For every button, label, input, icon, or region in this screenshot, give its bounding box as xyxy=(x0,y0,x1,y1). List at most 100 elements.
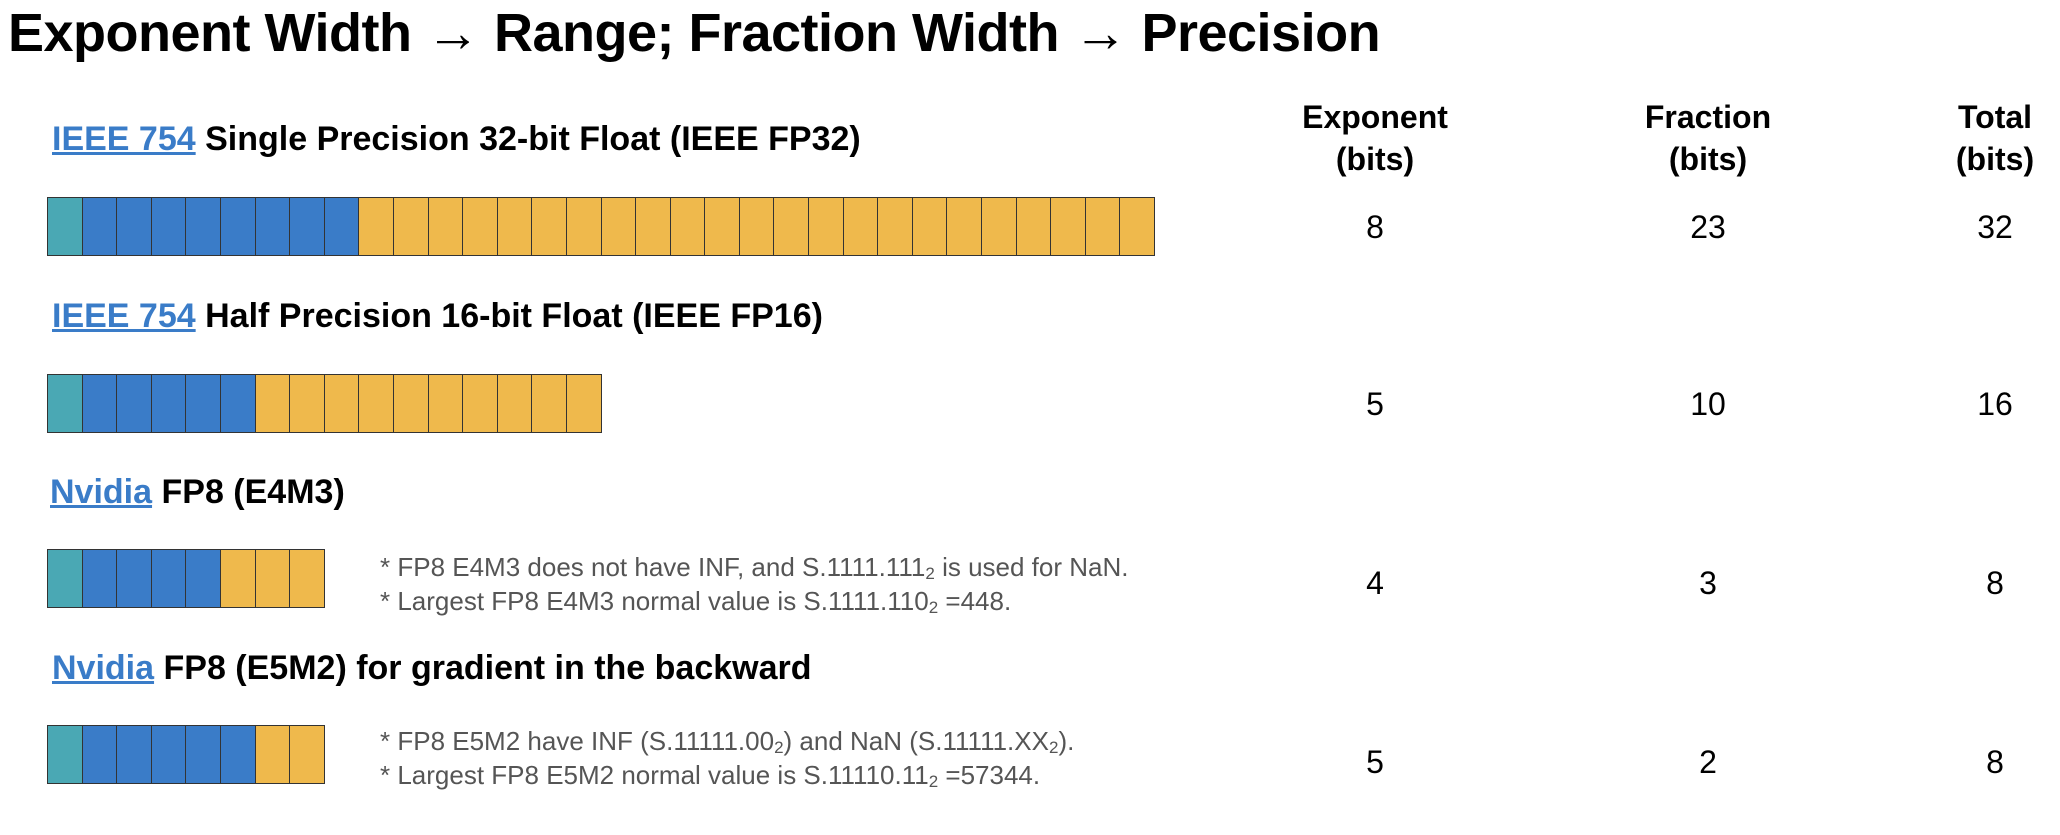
fp16-name: Half Precision 16-bit Float (IEEE FP16) xyxy=(205,297,823,335)
fraction-bit xyxy=(947,198,983,255)
base-subscript: 2 xyxy=(925,564,935,583)
fraction-bit xyxy=(843,198,879,255)
fp8-e5m2-title: Nvidia FP8 (E5M2) for gradient in the ba… xyxy=(52,647,812,689)
fp32-fraction-bits: 23 xyxy=(1690,209,1726,245)
fraction-bit xyxy=(359,375,394,432)
exponent-bit xyxy=(117,198,152,255)
fp8-e5m2-note-1: * FP8 E5M2 have INF (S.11111.002) and Na… xyxy=(380,724,1074,765)
fraction-bit xyxy=(290,550,325,607)
note-text: ) and NaN (S.11111.XX xyxy=(783,726,1049,756)
total-header-line1: Total xyxy=(1957,99,2033,135)
note-text: * FP8 E5M2 have INF (S.11111.00 xyxy=(380,726,775,756)
exponent-bit xyxy=(82,726,118,783)
exponent-bit xyxy=(117,726,152,783)
fp8-e5m2-exponent-bits: 5 xyxy=(1366,744,1384,780)
fp8-e4m3-name: FP8 (E4M3) xyxy=(161,473,345,511)
fraction-bit xyxy=(532,198,567,255)
exponent-bit xyxy=(117,550,152,607)
note-text: ). xyxy=(1058,726,1075,756)
exponent-column-header: Exponent (bits) xyxy=(1265,96,1485,180)
exponent-bit xyxy=(220,375,256,432)
fraction-bit xyxy=(705,198,740,255)
exponent-bit xyxy=(186,375,221,432)
fraction-header-line2: (bits) xyxy=(1668,141,1748,177)
fraction-bit xyxy=(255,375,291,432)
fp16-total-bits: 16 xyxy=(1977,386,2013,422)
fp8-e5m2-total-bits: 8 xyxy=(1986,744,2004,780)
fp8-e5m2-note-2: * Largest FP8 E5M2 normal value is S.111… xyxy=(380,758,1040,799)
exponent-bit xyxy=(186,726,221,783)
sign-bit xyxy=(48,726,83,783)
fraction-bit xyxy=(255,550,291,607)
fraction-bit xyxy=(670,198,706,255)
fraction-bit xyxy=(774,198,810,255)
fraction-bit xyxy=(809,198,844,255)
fp8-e4m3-exponent-bits: 4 xyxy=(1366,565,1384,601)
exponent-bit xyxy=(82,375,118,432)
exponent-bit xyxy=(324,198,360,255)
note-text: * Largest FP8 E4M3 normal value is S.111… xyxy=(380,586,929,616)
fp32-ieee-link[interactable]: IEEE 754 xyxy=(52,120,196,158)
fraction-bit xyxy=(255,726,291,783)
note-text: =57344. xyxy=(938,760,1041,790)
sign-bit xyxy=(48,375,83,432)
exponent-bit xyxy=(117,375,152,432)
exponent-header-line2: (bits) xyxy=(1335,141,1415,177)
fp8-e5m2-nvidia-link[interactable]: Nvidia xyxy=(52,649,155,687)
note-text: is used for NaN. xyxy=(934,552,1129,582)
exponent-bit xyxy=(82,198,118,255)
fraction-header-line1: Fraction xyxy=(1644,99,1772,135)
note-text: * FP8 E4M3 does not have INF, and S.1111… xyxy=(380,552,926,582)
fp16-title: IEEE 754 Half Precision 16-bit Float (IE… xyxy=(52,295,823,337)
fraction-bit xyxy=(497,198,533,255)
fp8-e5m2-fraction-bits: 2 xyxy=(1699,744,1717,780)
fraction-bit xyxy=(1051,198,1086,255)
fp32-exponent-bits: 8 xyxy=(1366,209,1384,245)
fraction-bit xyxy=(393,198,429,255)
fraction-bit xyxy=(532,375,567,432)
exponent-bit xyxy=(151,375,187,432)
fp8-e4m3-note-2: * Largest FP8 E4M3 normal value is S.111… xyxy=(380,584,1011,625)
fraction-bit xyxy=(393,375,429,432)
exponent-bit xyxy=(186,198,221,255)
fraction-bit xyxy=(1016,198,1052,255)
exponent-bit xyxy=(151,550,187,607)
base-subscript: 2 xyxy=(928,598,939,617)
page-title: Exponent Width → Range; Fraction Width →… xyxy=(8,3,1381,63)
fraction-bit xyxy=(566,375,602,432)
fraction-bit xyxy=(359,198,394,255)
fp32-total-bits: 32 xyxy=(1977,209,2013,245)
fp8-e4m3-total-bits: 8 xyxy=(1986,565,2004,601)
fp16-bit-layout xyxy=(47,374,602,433)
fraction-bit xyxy=(1120,198,1155,255)
fp32-bit-layout xyxy=(47,197,1155,256)
fp8-e4m3-nvidia-link[interactable]: Nvidia xyxy=(50,473,153,511)
sign-bit xyxy=(48,198,83,255)
fraction-bit xyxy=(912,198,948,255)
fraction-bit xyxy=(982,198,1017,255)
fp8-e4m3-note-1: * FP8 E4M3 does not have INF, and S.1111… xyxy=(380,550,1129,591)
exponent-header-line1: Exponent xyxy=(1302,99,1448,135)
fraction-bit xyxy=(566,198,602,255)
fp8-e5m2-name: FP8 (E5M2) for gradient in the backward xyxy=(163,649,812,687)
exponent-bit xyxy=(186,550,221,607)
exponent-bit xyxy=(290,198,325,255)
fp8-e4m3-fraction-bits: 3 xyxy=(1699,565,1717,601)
fraction-bit xyxy=(428,375,464,432)
exponent-bit xyxy=(151,726,187,783)
exponent-bit xyxy=(151,198,187,255)
fp32-title: IEEE 754 Single Precision 32-bit Float (… xyxy=(52,118,861,160)
fraction-bit xyxy=(290,375,325,432)
exponent-bit xyxy=(220,198,256,255)
fraction-bit xyxy=(636,198,671,255)
fp16-ieee-link[interactable]: IEEE 754 xyxy=(52,297,196,335)
fraction-column-header: Fraction (bits) xyxy=(1598,96,1818,180)
fp16-exponent-bits: 5 xyxy=(1366,386,1384,422)
fp32-name: Single Precision 32-bit Float (IEEE FP32… xyxy=(205,120,861,158)
fraction-bit xyxy=(428,198,464,255)
note-text: * Largest FP8 E5M2 normal value is S.111… xyxy=(380,760,929,790)
base-subscript: 2 xyxy=(928,772,939,791)
fraction-bit xyxy=(497,375,533,432)
base-subscript: 2 xyxy=(774,738,784,757)
sign-bit xyxy=(48,550,83,607)
